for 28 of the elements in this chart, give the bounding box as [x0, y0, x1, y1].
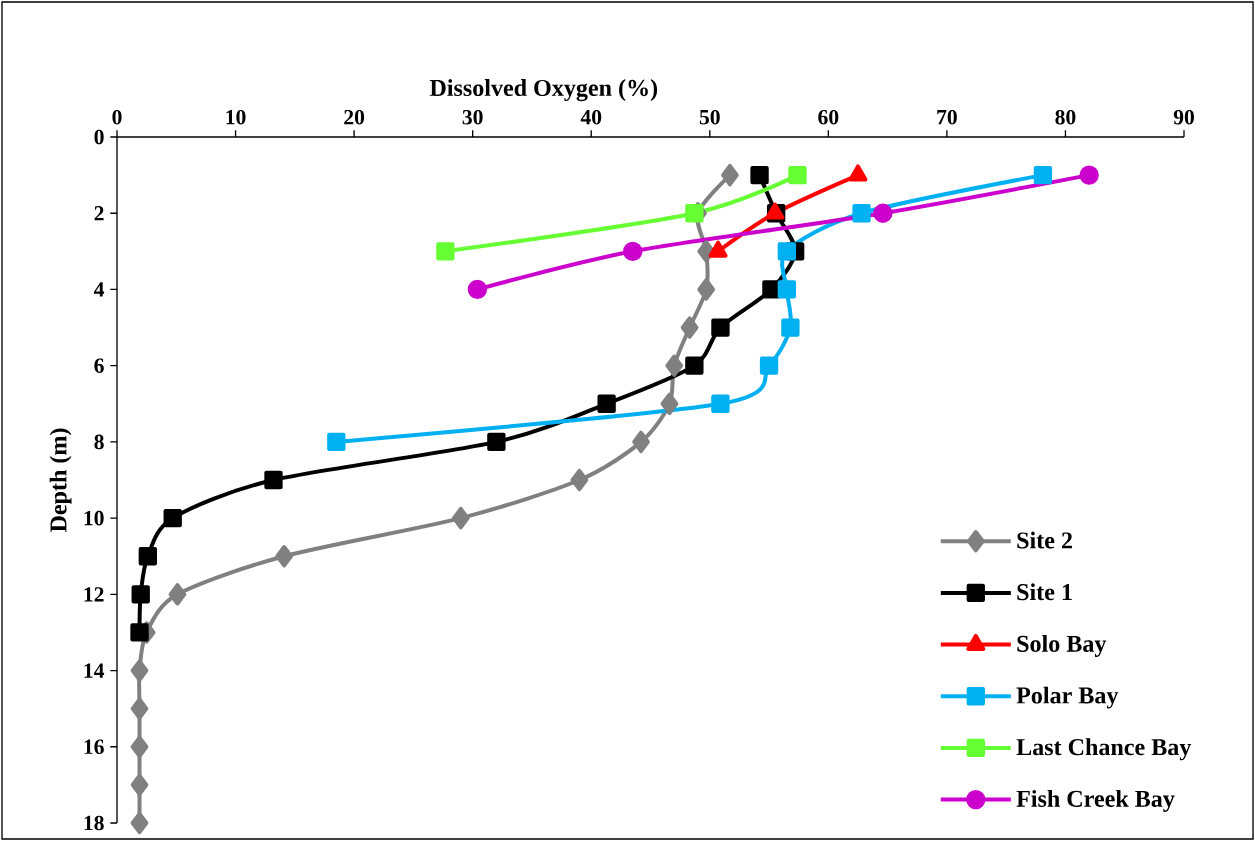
x-tick-label: 30 [462, 109, 483, 125]
y-tick-label: 14 [84, 663, 105, 678]
x-tick-label: 20 [344, 109, 365, 125]
y-tick-label: 18 [84, 815, 104, 831]
y-tick-label: 6 [94, 358, 104, 373]
x-tick-label: 60 [818, 109, 839, 125]
y-axis-title: Depth (m) [49, 428, 72, 533]
x-tick-label: 50 [699, 109, 720, 125]
x-tick-label: 80 [1055, 109, 1076, 125]
legend-label: Fish Creek Bay [1016, 789, 1175, 812]
legend-label: Site 1 [1017, 583, 1072, 601]
legend-label: Site 2 [1017, 531, 1072, 549]
x-tick-label: 70 [937, 109, 957, 125]
x-tick-label: 40 [580, 109, 602, 125]
x-axis-title: Dissolved Oxygen (%) [429, 79, 658, 102]
y-tick-label: 2 [94, 206, 104, 221]
legend-label: Last Chance Bay [1016, 738, 1192, 761]
x-tick-label: 10 [226, 109, 246, 125]
x-tick-label: 90 [1173, 109, 1194, 125]
legend-label: Solo Bay [1017, 634, 1107, 657]
y-tick-label: 12 [84, 587, 104, 602]
legend-label: Polar Bay [1016, 686, 1119, 709]
y-tick-label: 0 [94, 129, 104, 145]
y-tick-label: 10 [84, 510, 104, 526]
y-tick-label: 8 [94, 434, 104, 450]
y-tick-label: 4 [93, 282, 105, 297]
y-tick-label: 16 [84, 739, 104, 755]
x-tick-label: 0 [112, 109, 122, 125]
